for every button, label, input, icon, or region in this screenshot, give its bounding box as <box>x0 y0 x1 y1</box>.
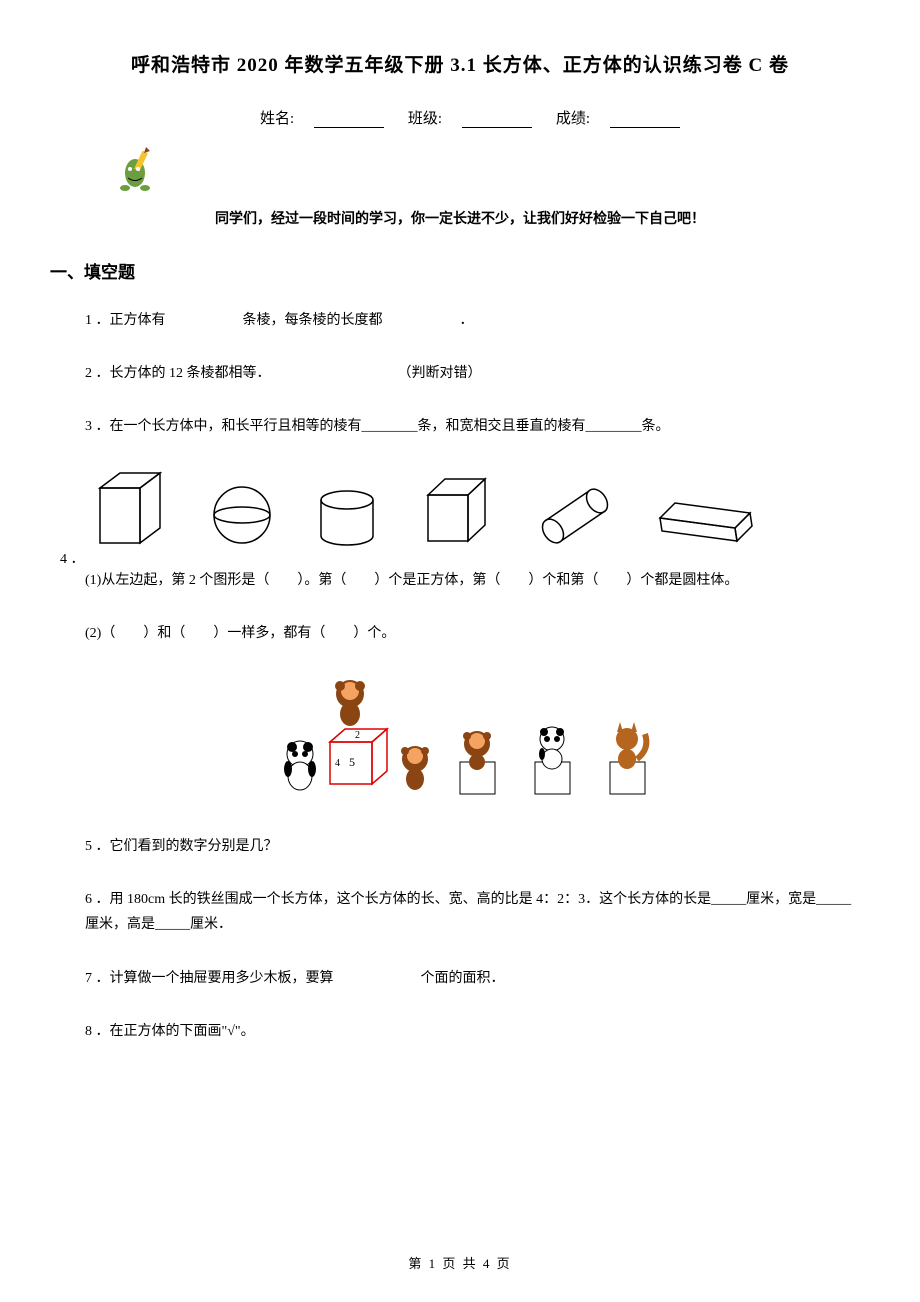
question-1: 1 ．正方体有 条棱，每条棱的长度都 ． <box>85 308 860 333</box>
cuboid-icon <box>95 468 170 548</box>
shapes-row <box>95 468 765 548</box>
question-5: 5 ．它们看到的数字分别是几？ <box>85 834 860 859</box>
section-1-header: 一、填空题 <box>50 258 860 283</box>
tilted-cuboid-icon <box>655 483 765 548</box>
sphere-icon <box>210 483 275 548</box>
class-label: 班级: <box>408 111 442 127</box>
q7-pre: 7 ．计算做一个抽屉要用多少木板，要算 <box>85 971 334 986</box>
q2-pre: 2 ．长方体的 12 条棱都相等． <box>85 366 271 381</box>
encourage-text: 同学们，经过一段时间的学习，你一定长进不少，让我们好好检验一下自己吧！ <box>60 208 860 228</box>
question-4-sub2: (2)（ ）和（ ）一样多，都有（ ）个。 <box>85 621 860 646</box>
svg-text:5: 5 <box>349 755 355 769</box>
question-4: 4 ． <box>60 468 860 568</box>
name-label: 姓名: <box>260 111 294 127</box>
question-6: 6 ．用 180cm 长的铁丝围成一个长方体，这个长方体的长、宽、高的比是 4：… <box>85 887 860 937</box>
page-title: 呼和浩特市 2020 年数学五年级下册 3.1 长方体、正方体的认识练习卷 C … <box>60 50 860 77</box>
cube-icon <box>420 473 495 548</box>
q1-pre: 1 ．正方体有 <box>85 313 166 328</box>
q1-end: ． <box>460 313 474 328</box>
question-8: 8 ．在正方体的下面画"√"。 <box>85 1019 860 1044</box>
question-3: 3 ．在一个长方体中，和长平行且相等的棱有________条，和宽相交且垂直的棱… <box>85 414 860 439</box>
class-blank <box>462 127 532 128</box>
question-4-sub1: (1)从左边起，第 2 个图形是（ ）。第（ ）个是正方体，第（ ）个和第（ ）… <box>85 568 860 593</box>
q4-number: 4 ． <box>60 548 85 568</box>
svg-text:4: 4 <box>335 758 340 769</box>
q7-end: 个面的面积． <box>421 971 505 986</box>
svg-text:2: 2 <box>355 730 360 741</box>
score-label: 成绩: <box>556 111 590 127</box>
q1-mid: 条棱，每条棱的长度都 <box>243 313 383 328</box>
cylinder-icon <box>315 488 380 548</box>
q6-text: 6 ．用 180cm 长的铁丝围成一个长方体，这个长方体的长、宽、高的比是 4：… <box>85 892 851 932</box>
pencil-icon <box>60 143 860 208</box>
question-2: 2 ．长方体的 12 条棱都相等． （判断对错） <box>85 361 860 386</box>
page-footer: 第 1 页 共 4 页 <box>0 1253 920 1272</box>
q2-suffix: （判断对错） <box>398 366 482 381</box>
score-blank <box>610 127 680 128</box>
info-row: 姓名: 班级: 成绩: <box>60 107 860 128</box>
tilted-cylinder-icon <box>535 483 615 548</box>
name-blank <box>314 127 384 128</box>
animals-image: 2 4 5 <box>60 674 860 829</box>
question-7: 7 ．计算做一个抽屉要用多少木板，要算 个面的面积． <box>85 966 860 991</box>
